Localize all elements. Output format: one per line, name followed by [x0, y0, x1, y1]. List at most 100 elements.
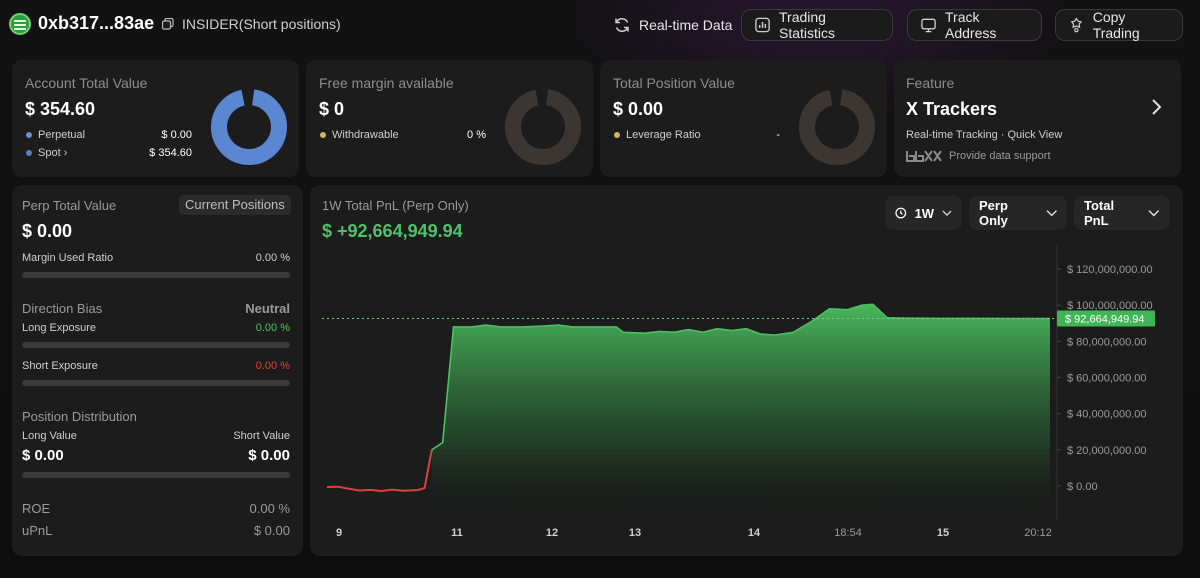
copy-trading-button[interactable]: Copy Trading	[1055, 9, 1183, 41]
withdrawable-value: 0 %	[467, 129, 486, 141]
x-tick-label: 20:12	[1024, 527, 1052, 539]
total-position-card: Total Position Value $ 0.00 Leverage Rat…	[600, 60, 887, 177]
realtime-data-label: Real-time Data	[639, 17, 733, 33]
metric-dropdown-label: Total PnL	[1084, 198, 1115, 228]
spot-label: Spot	[38, 147, 61, 159]
realtime-data-button[interactable]: Real-time Data	[601, 9, 744, 41]
perp-total-value: $ 0.00	[22, 221, 73, 241]
margin-used-bar	[22, 272, 290, 278]
x-tick-label: 9	[336, 527, 342, 539]
long-exposure-value: 0.00 %	[255, 322, 290, 334]
free-margin-title: Free margin available	[319, 75, 454, 91]
chevron-down-icon	[942, 210, 952, 216]
pnl-line-positive	[431, 303, 1050, 451]
roe-label: ROE	[22, 501, 51, 516]
position-distribution-bar	[22, 472, 290, 478]
refresh-icon	[615, 18, 629, 32]
leverage-legend-dot	[614, 132, 620, 138]
track-address-button[interactable]: Track Address	[907, 9, 1042, 41]
pnl-area-chart: $ 120,000,000.00 $ 100,000,000.00 $ 80,000…	[322, 245, 1155, 539]
data-provider-logo	[906, 150, 942, 162]
account-total-value-card: Account Total Value $ 354.60 Perpetual $…	[12, 60, 299, 177]
address-tag: INSIDER(Short positions)	[182, 16, 341, 32]
x-tick-label: 15	[937, 527, 949, 539]
pnl-total-value: $ +92,664,949.94	[322, 221, 463, 241]
trading-statistics-label: Trading Statistics	[779, 9, 836, 41]
copy-icon[interactable]	[162, 18, 174, 30]
chevron-down-icon	[1046, 210, 1057, 217]
margin-used-label: Margin Used Ratio	[22, 252, 114, 264]
y-tick-label: $ 100,000,000.00	[1067, 300, 1153, 312]
metric-dropdown[interactable]: Total PnL	[1074, 196, 1170, 230]
x-tick-label: 14	[748, 527, 761, 539]
long-exposure-label: Long Exposure	[22, 322, 96, 334]
direction-bias-value: Neutral	[245, 301, 290, 316]
y-tick-label: $ 40,000,000.00	[1067, 409, 1147, 421]
clock-icon	[895, 207, 907, 219]
chart-plot-area: $ 120,000,000.00 $ 100,000,000.00 $ 80,000…	[322, 245, 1155, 539]
track-address-label: Track Address	[945, 9, 997, 41]
perp-summary-panel: Perp Total Value Current Positions $ 0.0…	[12, 185, 303, 556]
y-tick-label: $ 20,000,000.00	[1067, 445, 1147, 457]
roe-value: 0.00 %	[249, 501, 290, 516]
perpetual-legend-dot	[26, 132, 32, 138]
pnl-line-negative	[326, 449, 433, 493]
short-value-label: Short Value	[233, 430, 290, 442]
total-position-title: Total Position Value	[613, 75, 735, 91]
trading-statistics-button[interactable]: Trading Statistics	[741, 9, 893, 41]
scope-dropdown[interactable]: Perp Only	[969, 196, 1067, 230]
short-exposure-bar	[22, 380, 290, 386]
range-dropdown-label: 1W	[914, 205, 935, 221]
scope-dropdown-label: Perp Only	[979, 198, 1008, 228]
free-margin-value: $ 0	[319, 99, 345, 119]
perp-total-title: Perp Total Value	[22, 198, 117, 213]
range-dropdown[interactable]: 1W	[885, 196, 962, 230]
margin-donut-chart	[505, 89, 581, 165]
feature-subtitle: Real-time Tracking · Quick View	[906, 129, 1063, 141]
account-donut-chart	[211, 89, 287, 165]
long-value: $ 0.00	[22, 447, 64, 464]
account-total-title: Account Total Value	[25, 75, 148, 91]
withdrawable-label: Withdrawable	[332, 129, 399, 141]
direction-bias-title: Direction Bias	[22, 301, 103, 316]
wallet-address: 0xb317...83ae	[38, 13, 155, 33]
perpetual-label: Perpetual	[38, 129, 86, 141]
x-trackers-title: X Trackers	[906, 99, 998, 119]
free-margin-card: Free margin available $ 0 Withdrawable 0…	[306, 60, 593, 177]
position-donut-chart	[799, 89, 875, 165]
current-value-label: $ 92,664,949.94	[1065, 313, 1145, 325]
copy-trading-icon	[1070, 17, 1083, 33]
header: 0xb317...83ae INSIDER(Short positions) R…	[0, 0, 1200, 50]
spot-legend-dot	[26, 150, 32, 156]
position-distribution-title: Position Distribution	[22, 409, 137, 424]
short-exposure-value: 0.00 %	[255, 360, 290, 372]
spot-value: $ 354.60	[149, 147, 192, 159]
copy-trading-label: Copy Trading	[1092, 9, 1140, 41]
pnl-area-fill	[431, 304, 1050, 520]
current-value-badge	[1057, 310, 1155, 327]
y-tick-label: $ 60,000,000.00	[1067, 373, 1147, 385]
short-value: $ 0.00	[248, 447, 290, 464]
feature-title: Feature	[906, 75, 955, 91]
leverage-label: Leverage Ratio	[626, 129, 701, 141]
chevron-right-icon[interactable]	[1150, 98, 1162, 116]
account-total-value: $ 354.60	[25, 99, 96, 119]
spot-link[interactable]: Spot ›	[38, 147, 67, 159]
total-position-value: $ 0.00	[613, 99, 664, 119]
withdrawable-legend-dot	[320, 132, 326, 138]
pnl-chart-title: 1W Total PnL (Perp Only)	[322, 198, 469, 213]
y-tick-label: $ 120,000,000.00	[1067, 264, 1153, 276]
avatar-icon	[9, 13, 31, 35]
leverage-value: -	[776, 129, 780, 141]
chart-icon	[755, 17, 770, 33]
upnl-value: $ 0.00	[253, 523, 290, 538]
short-exposure-label: Short Exposure	[22, 360, 98, 372]
feature-card[interactable]: Feature X Trackers Real-time Tracking · …	[894, 60, 1181, 177]
long-value-label: Long Value	[22, 430, 77, 442]
chevron-right-icon: ›	[63, 147, 68, 159]
data-support-text: Provide data support	[949, 150, 1051, 162]
perpetual-value: $ 0.00	[161, 129, 192, 141]
current-positions-button[interactable]: Current Positions	[179, 195, 291, 215]
x-tick-label: 18:54	[834, 527, 862, 539]
long-exposure-bar	[22, 342, 290, 348]
